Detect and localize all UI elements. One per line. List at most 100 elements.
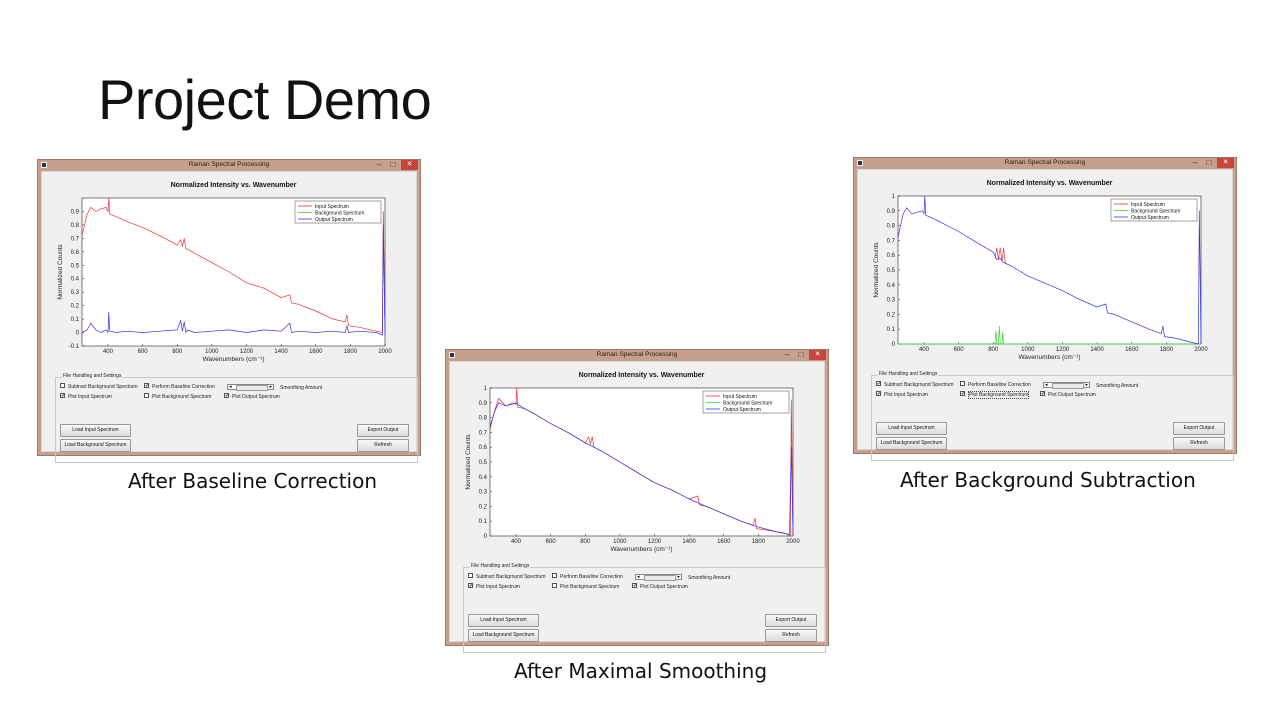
chart-title: Normalized Intensity vs. Wavenumber [171, 182, 297, 189]
x-tick-label: 600 [138, 349, 149, 355]
subtract-background-checkbox[interactable]: Subtract Background Spectrum [60, 383, 137, 391]
y-tick-label: 0.8 [887, 224, 896, 230]
checkbox-box[interactable] [144, 393, 149, 399]
slider-thumb[interactable] [236, 385, 268, 391]
smoothing-slider[interactable]: ◂ ▸ [1043, 382, 1090, 389]
x-axis-label: Wavenumbers (cm⁻¹) [1018, 354, 1080, 361]
refresh-button[interactable]: Refresh [765, 629, 817, 642]
checkbox-label: Plot Background Spectrum [968, 391, 1030, 399]
load-background-button[interactable]: Load Background Spectrum [876, 437, 947, 450]
subtract-background-checkbox[interactable]: Subtract Background Spectrum [468, 573, 545, 581]
close-button[interactable]: ✕ [1217, 158, 1234, 168]
smoothing-slider[interactable]: ◂ ▸ [635, 574, 682, 581]
load-input-button[interactable]: Load Input Spectrum [468, 614, 539, 627]
y-tick-label: 0 [892, 342, 896, 348]
window-title: Raman Spectral Processing [596, 351, 678, 358]
checkbox-label: Perform Baseline Correction [968, 382, 1031, 388]
window-titlebar[interactable]: Raman Spectral Processing – □ ✕ [854, 158, 1236, 169]
chart-title: Normalized Intensity vs. Wavenumber [579, 372, 705, 379]
window-titlebar[interactable]: Raman Spectral Processing – □ ✕ [38, 160, 420, 171]
checkbox-box[interactable] [468, 573, 473, 579]
plot-input-checkbox[interactable]: ✔ Plot Input Spectrum [468, 583, 520, 591]
app-window-background: Raman Spectral Processing – □ ✕ Normaliz… [853, 157, 1237, 461]
y-tick-label: 0.4 [887, 283, 896, 289]
checkbox-label: Subtract Background Spectrum [884, 382, 954, 388]
baseline-correction-checkbox[interactable]: Perform Baseline Correction [552, 573, 623, 581]
checkbox-box[interactable]: ✔ [876, 381, 882, 388]
refresh-button[interactable]: Refresh [357, 439, 409, 452]
slider-right-arrow[interactable]: ▸ [677, 574, 680, 580]
checkbox-box[interactable]: ✔ [468, 583, 474, 590]
series-line-output-spectrum [81, 224, 386, 336]
legend-label: Background Spectrum [1131, 208, 1180, 214]
maximize-button[interactable]: □ [390, 160, 396, 169]
x-tick-label: 600 [546, 539, 557, 545]
x-tick-label: 800 [172, 349, 183, 355]
legend [1110, 198, 1198, 222]
window-title: Raman Spectral Processing [1004, 159, 1086, 166]
minimize-button[interactable]: – [376, 160, 382, 169]
load-background-button[interactable]: Load Background Spectrum [468, 629, 539, 642]
x-tick-label: 1200 [240, 349, 254, 355]
plot-output-checkbox[interactable]: ✔ Plot Output Spectrum [1040, 391, 1096, 399]
checkbox-box[interactable] [552, 573, 557, 579]
smoothing-slider[interactable]: ◂ ▸ [227, 384, 274, 391]
x-axis-label: Wavenumbers (cm⁻¹) [610, 546, 672, 553]
slider-left-arrow[interactable]: ◂ [1045, 382, 1048, 388]
slider-left-arrow[interactable]: ◂ [637, 574, 640, 580]
export-output-button[interactable]: Export Output [1173, 422, 1225, 435]
x-tick-label: 1800 [1160, 347, 1174, 353]
plot-input-checkbox[interactable]: ✔ Plot Input Spectrum [876, 391, 928, 399]
checkbox-box[interactable] [960, 381, 965, 387]
x-tick-label: 1600 [309, 349, 323, 355]
maximize-button[interactable]: □ [1206, 158, 1212, 167]
slider-thumb[interactable] [1052, 383, 1084, 389]
panel-title: File Handling and Settings [470, 563, 531, 569]
minimize-button[interactable]: – [784, 350, 790, 359]
load-background-button[interactable]: Load Background Spectrum [60, 439, 131, 452]
checkbox-box[interactable]: ✔ [632, 583, 638, 590]
checkbox-box[interactable] [552, 583, 557, 589]
y-tick-label: 0.8 [71, 223, 80, 229]
plot-output-checkbox[interactable]: ✔ Plot Output Spectrum [632, 583, 688, 591]
checkbox-label: Plot Output Spectrum [232, 394, 280, 400]
y-axis-label: Normalized Counts [465, 434, 472, 490]
x-tick-label: 1400 [682, 539, 696, 545]
plot-background-checkbox[interactable]: Plot Background Spectrum [144, 393, 211, 401]
y-tick-label: 0.9 [887, 209, 896, 215]
y-tick-label: 0.3 [71, 290, 80, 296]
load-input-button[interactable]: Load Input Spectrum [876, 422, 947, 435]
slider-thumb[interactable] [644, 575, 676, 581]
checkbox-box[interactable]: ✔ [60, 393, 66, 400]
export-output-button[interactable]: Export Output [765, 614, 817, 627]
export-output-button[interactable]: Export Output [357, 424, 409, 437]
checkbox-box[interactable]: ✔ [960, 391, 966, 398]
checkbox-box[interactable] [60, 383, 65, 389]
minimize-button[interactable]: – [1192, 158, 1198, 167]
y-axis-label: Normalized Counts [873, 242, 880, 298]
x-tick-label: 2000 [786, 539, 800, 545]
window-titlebar[interactable]: Raman Spectral Processing – □ ✕ [446, 350, 828, 361]
checkbox-box[interactable]: ✔ [224, 393, 230, 400]
slider-left-arrow[interactable]: ◂ [229, 384, 232, 390]
y-tick-label: 0.1 [887, 327, 896, 333]
plot-input-checkbox[interactable]: ✔ Plot Input Spectrum [60, 393, 112, 401]
maximize-button[interactable]: □ [798, 350, 804, 359]
checkbox-box[interactable]: ✔ [144, 383, 150, 390]
plot-output-checkbox[interactable]: ✔ Plot Output Spectrum [224, 393, 280, 401]
slider-right-arrow[interactable]: ▸ [269, 384, 272, 390]
load-input-button[interactable]: Load Input Spectrum [60, 424, 131, 437]
plot-background-checkbox[interactable]: ✔ Plot Background Spectrum [960, 391, 1030, 399]
refresh-button[interactable]: Refresh [1173, 437, 1225, 450]
window-title: Raman Spectral Processing [188, 161, 270, 168]
subtract-background-checkbox[interactable]: ✔ Subtract Background Spectrum [876, 381, 954, 389]
plot-background-checkbox[interactable]: Plot Background Spectrum [552, 583, 619, 591]
close-button[interactable]: ✕ [809, 350, 826, 360]
legend-label: Input Spectrum [723, 394, 757, 400]
checkbox-box[interactable]: ✔ [876, 391, 882, 398]
baseline-correction-checkbox[interactable]: ✔ Perform Baseline Correction [144, 383, 215, 391]
slider-right-arrow[interactable]: ▸ [1085, 382, 1088, 388]
close-button[interactable]: ✕ [401, 160, 418, 170]
baseline-correction-checkbox[interactable]: Perform Baseline Correction [960, 381, 1031, 389]
checkbox-box[interactable]: ✔ [1040, 391, 1046, 398]
